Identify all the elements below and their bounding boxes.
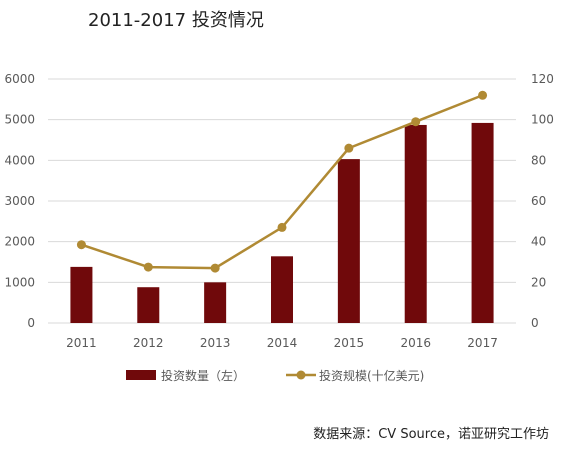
line-point [143, 262, 153, 272]
left-axis-tick-label: 1000 [4, 275, 35, 289]
left-axis-tick-label: 0 [27, 316, 35, 330]
bar [337, 159, 360, 323]
x-axis-tick-label: 2014 [267, 336, 298, 350]
legend-line-marker [296, 370, 306, 380]
legend-bar-swatch [126, 370, 156, 380]
right-axis-tick-label: 100 [531, 113, 554, 127]
x-axis-ticks: 2011 2012 2013 2014 2015 2016 2017 [66, 336, 498, 350]
right-axis-tick-label: 120 [531, 72, 554, 86]
left-axis-tick-label: 5000 [4, 113, 35, 127]
chart-title: 2011-2017 投资情况 [88, 10, 264, 31]
line-point [76, 240, 86, 250]
line-series [76, 90, 488, 273]
left-axis-tick-label: 6000 [4, 72, 35, 86]
x-axis-tick-label: 2012 [133, 336, 164, 350]
line-point [210, 263, 220, 273]
source-note: 数据来源：CV Source，诺亚研究工作坊 [313, 427, 549, 442]
right-axis-tick-label: 40 [531, 235, 546, 249]
left-axis-tick-label: 4000 [4, 153, 35, 167]
bar-series [70, 122, 494, 323]
x-axis-tick-label: 2015 [334, 336, 365, 350]
line-point [411, 117, 421, 127]
line-point [277, 222, 287, 232]
x-axis-tick-label: 2011 [66, 336, 97, 350]
bar [271, 256, 293, 323]
legend-bar-label: 投资数量（左） [161, 368, 245, 383]
bar [471, 122, 494, 323]
right-axis-tick-label: 0 [531, 316, 539, 330]
bar [70, 266, 93, 323]
bar [404, 124, 427, 323]
right-axis-tick-label: 20 [531, 275, 546, 289]
x-axis-tick-label: 2013 [200, 336, 231, 350]
left-axis-ticks: 0 1000 2000 3000 4000 5000 6000 [4, 72, 35, 330]
x-axis-tick-label: 2017 [467, 336, 498, 350]
legend: 投资数量（左） 投资规模(十亿美元) [126, 368, 424, 383]
right-axis-tick-label: 80 [531, 153, 546, 167]
bar [137, 287, 160, 323]
line-point [344, 143, 354, 153]
left-axis-tick-label: 3000 [4, 194, 35, 208]
line-point [478, 90, 488, 100]
legend-line-label: 投资规模(十亿美元) [319, 368, 424, 383]
bar [204, 282, 227, 323]
left-axis-tick-label: 2000 [4, 235, 35, 249]
right-axis-ticks: 0 20 40 60 80 100 120 [531, 72, 554, 330]
right-axis-tick-label: 60 [531, 194, 546, 208]
x-axis-tick-label: 2016 [400, 336, 431, 350]
